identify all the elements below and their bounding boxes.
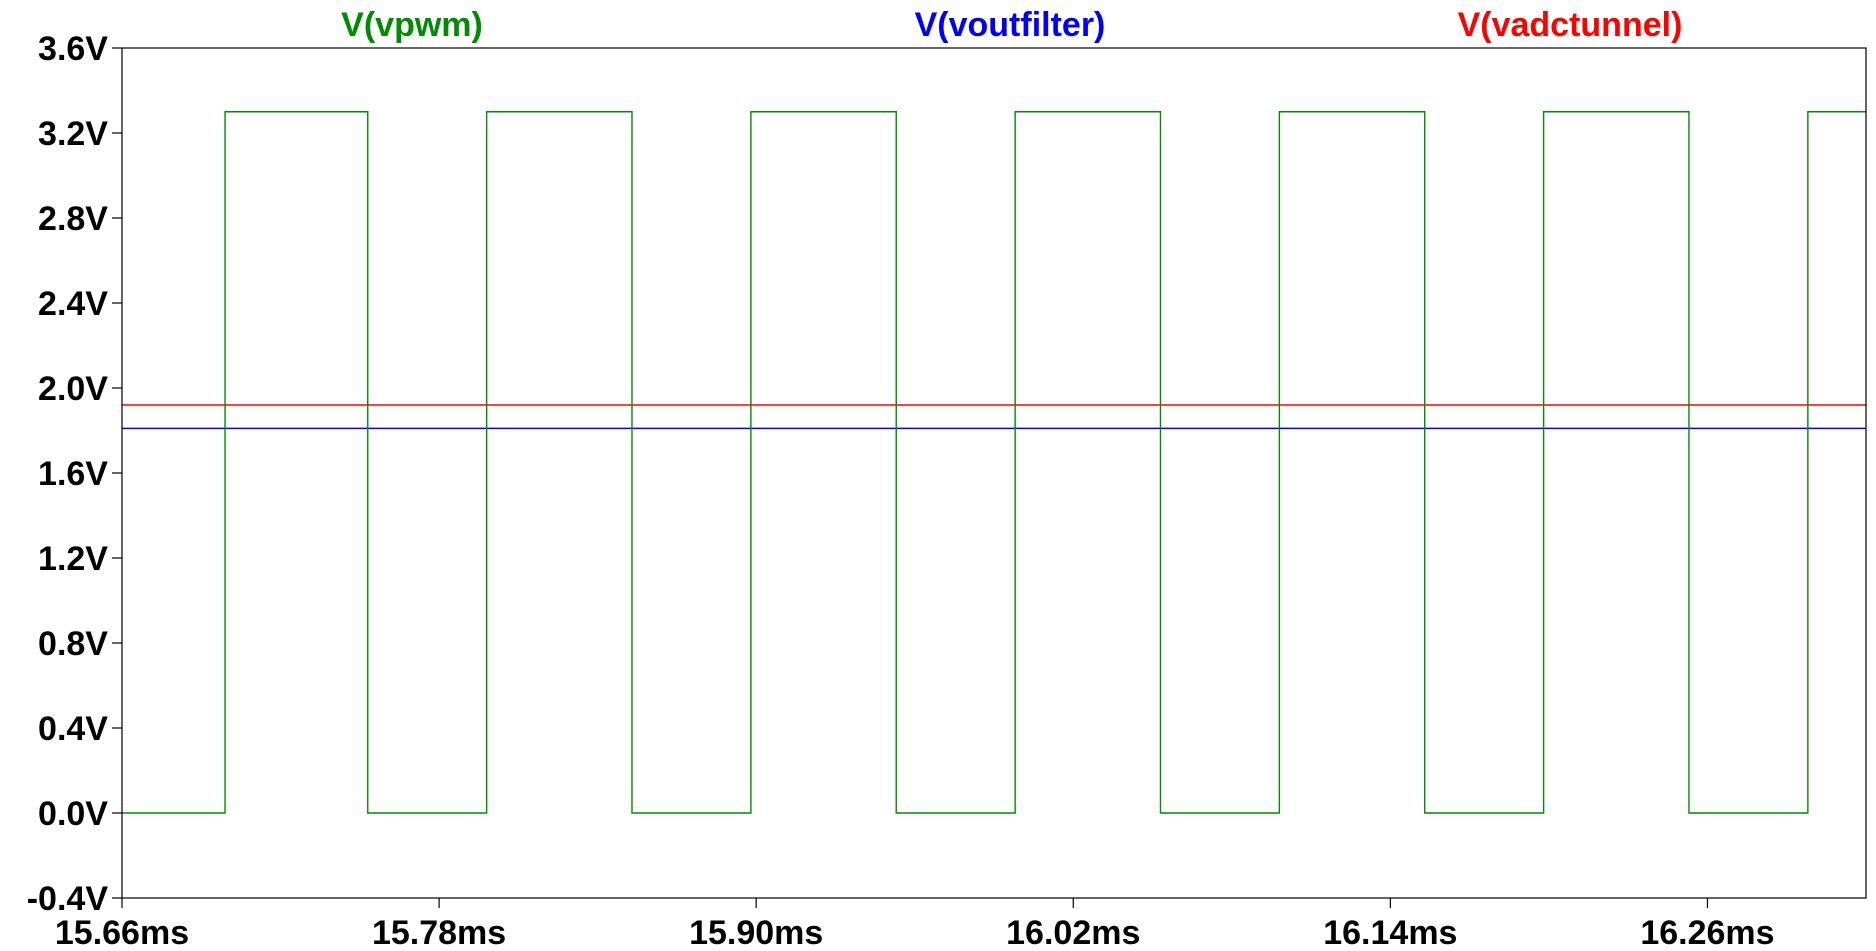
series-line-v-vpwm: [122, 111, 1866, 814]
y-tick-label: -0.4V: [27, 880, 109, 918]
legend: V(vpwm) V(voutfilter) V(vadctunnel): [341, 6, 1682, 44]
legend-entry: V(voutfilter): [915, 6, 1106, 44]
y-tick-label: 0.4V: [38, 710, 108, 748]
x-tick-label: 15.90ms: [689, 914, 823, 951]
y-tick-label: 1.2V: [38, 540, 108, 578]
legend-entry: V(vadctunnel): [1458, 6, 1683, 44]
y-tick-label: 2.8V: [38, 200, 108, 238]
x-tick-label: 16.02ms: [1006, 914, 1140, 951]
x-tick-label: 16.26ms: [1640, 914, 1774, 951]
y-axis: -0.4V 0.0V 0.4V 0.8V 1.2V 1.6V 2.0V 2.4V 2.8V 3.2…: [27, 30, 122, 918]
plot-frame: [121, 47, 1867, 899]
y-tick-label: 2.4V: [38, 285, 108, 323]
y-tick-label: 3.2V: [38, 115, 108, 153]
x-tick-label: 16.14ms: [1323, 914, 1457, 951]
y-tick-label: 2.0V: [38, 370, 108, 408]
x-axis: 15.66ms 15.78ms 15.90ms 16.02ms 16.14ms 16.26…: [55, 898, 1775, 951]
x-tick-label: 15.66ms: [55, 914, 189, 951]
y-tick-label: 3.6V: [38, 30, 108, 68]
series-layer: [122, 111, 1866, 814]
x-tick-label: 15.78ms: [372, 914, 506, 951]
y-tick-label: 1.6V: [38, 455, 108, 493]
y-tick-label: 0.0V: [38, 795, 108, 833]
y-tick-label: 0.8V: [38, 625, 108, 663]
legend-entry: V(vpwm): [341, 6, 483, 44]
